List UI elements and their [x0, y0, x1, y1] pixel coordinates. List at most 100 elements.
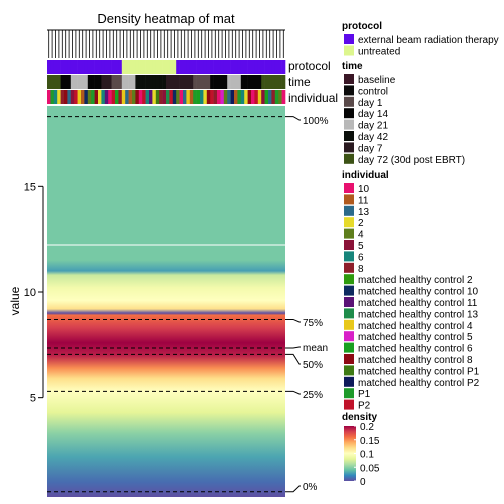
individual-cell — [104, 90, 109, 104]
time-cell — [244, 75, 248, 89]
individual-cell — [268, 90, 272, 104]
individual-cell — [91, 90, 95, 104]
protocol-cell — [196, 60, 201, 74]
protocol-cell — [128, 60, 133, 74]
individual-cell — [247, 90, 252, 104]
individual-legend-swatch — [344, 183, 354, 193]
time-cell — [234, 75, 238, 89]
time-cell — [183, 75, 187, 89]
time-cell — [203, 75, 208, 89]
individual-legend-swatch — [344, 354, 354, 364]
protocol-cell — [57, 60, 61, 74]
individual-legend-label: 8 — [358, 264, 364, 275]
individual-cell — [179, 90, 184, 104]
quantile-label: 50% — [303, 360, 323, 371]
individual-cell — [169, 90, 174, 104]
time-cell — [172, 75, 177, 89]
protocol-cell — [220, 60, 225, 74]
individual-legend-swatch — [344, 308, 354, 319]
time-cell — [206, 75, 211, 89]
protocol-cell — [166, 60, 170, 74]
column-dendrogram — [47, 29, 285, 58]
individual-legend-label: matched healthy control P1 — [358, 366, 480, 377]
individual-legend-swatch — [344, 228, 354, 239]
individual-legend-label: matched healthy control 13 — [358, 309, 479, 320]
time-cell — [108, 75, 112, 89]
protocol-cell — [155, 60, 160, 74]
density-colorbar — [344, 426, 356, 481]
protocol-legend-swatch — [344, 34, 354, 44]
individual-cell — [217, 90, 221, 104]
protocol-cell — [247, 60, 252, 74]
time-legend-label: day 1 — [358, 98, 383, 109]
individual-legend-swatch — [344, 285, 354, 296]
density-legend-title: density — [342, 412, 377, 423]
individual-cell — [118, 90, 123, 104]
protocol-cell — [162, 60, 167, 74]
individual-cell — [234, 90, 238, 104]
individual-cell — [84, 90, 89, 104]
protocol-cell — [227, 60, 231, 74]
time-legend-swatch — [344, 119, 354, 130]
protocol-cell — [254, 60, 259, 74]
protocol-cell — [176, 60, 180, 74]
individual-cell — [193, 90, 197, 104]
protocol-cell — [281, 60, 286, 74]
individual-cell — [94, 90, 99, 104]
density-tick-label: 0.2 — [360, 422, 374, 433]
individual-legend-label: matched healthy control P2 — [358, 378, 480, 389]
individual-cell — [200, 90, 204, 104]
time-cell — [64, 75, 68, 89]
protocol-cell — [70, 60, 75, 74]
time-cell — [101, 75, 106, 89]
protocol-cell — [91, 60, 95, 74]
individual-legend-label: P1 — [358, 389, 371, 400]
time-cell — [227, 75, 231, 89]
individual-cell — [162, 90, 167, 104]
time-cell — [240, 75, 245, 89]
protocol-cell — [274, 60, 279, 74]
time-cell — [118, 75, 123, 89]
protocol-cell — [234, 60, 238, 74]
individual-legend-label: 11 — [358, 195, 369, 206]
individual-cell — [57, 90, 61, 104]
time-legend-label: day 14 — [358, 109, 388, 120]
individual-cell — [230, 90, 235, 104]
time-cell — [186, 75, 191, 89]
quantile-label: mean — [303, 343, 328, 354]
protocol-cell — [257, 60, 262, 74]
individual-legend-label: 13 — [358, 207, 370, 218]
time-cell — [169, 75, 174, 89]
individual-legend-label: 10 — [358, 184, 370, 195]
individual-cell — [176, 90, 180, 104]
protocol-cell — [111, 60, 116, 74]
time-cell — [159, 75, 163, 89]
protocol-cell — [159, 60, 163, 74]
individual-cell — [213, 90, 218, 104]
protocol-cell — [179, 60, 184, 74]
time-cell — [149, 75, 153, 89]
protocol-cell — [189, 60, 194, 74]
individual-cell — [274, 90, 279, 104]
quantile-label: 0% — [303, 482, 318, 493]
quantile-connector — [285, 485, 301, 493]
density-tick-label: 0.05 — [360, 463, 380, 474]
quantile-label: 100% — [303, 116, 329, 127]
protocol-cell — [240, 60, 245, 74]
protocol-cell — [169, 60, 174, 74]
density-heatmap-body — [47, 106, 285, 497]
time-cell — [217, 75, 221, 89]
individual-cell — [196, 90, 201, 104]
time-cell — [251, 75, 255, 89]
time-cell — [91, 75, 95, 89]
y-axis: 5 10 15 — [24, 181, 44, 405]
individual-cell — [271, 90, 276, 104]
protocol-cell — [278, 60, 282, 74]
individual-legend-label: 2 — [358, 218, 364, 229]
time-cell — [196, 75, 201, 89]
protocol-cell — [261, 60, 265, 74]
protocol-cell — [81, 60, 85, 74]
individual-cell — [159, 90, 163, 104]
protocol-track-label: protocol — [288, 59, 331, 73]
